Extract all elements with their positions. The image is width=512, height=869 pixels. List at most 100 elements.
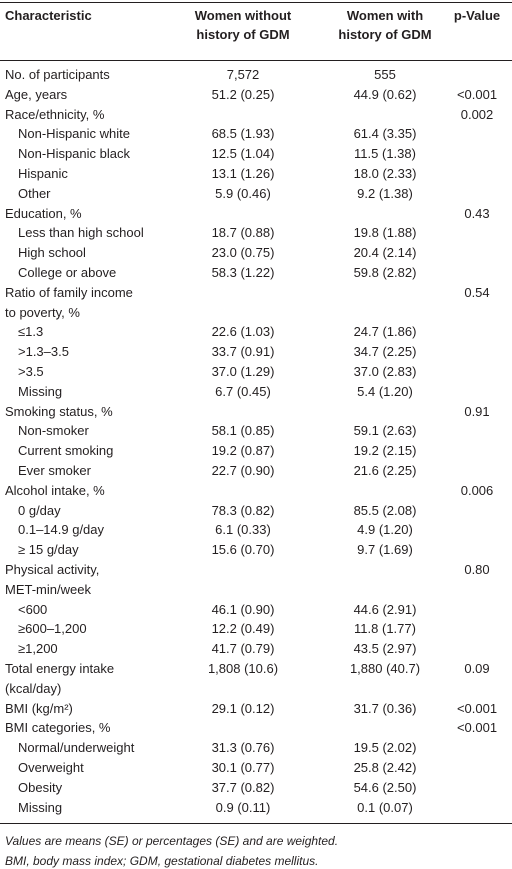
without-gdm-cell: 13.1 (1.26) — [211, 166, 275, 181]
row-label: Other — [18, 185, 51, 201]
header-without-gdm: history of GDM — [196, 27, 290, 42]
top-rule — [0, 2, 512, 3]
with-gdm-cell: 59.1 (2.63) — [353, 423, 417, 439]
p-value-cell: <0.001 — [456, 86, 498, 102]
without-gdm-cell: 1,808 (10.6) — [207, 661, 279, 676]
without-gdm-cell: 12.5 (1.04) — [211, 146, 275, 162]
row-label: Ever smoker — [18, 463, 91, 478]
row-label: BMI categories, % — [5, 720, 111, 736]
p-value-cell: <0.001 — [456, 700, 498, 716]
without-gdm-cell: 58.3 (1.22) — [211, 265, 275, 280]
row-label: ≤1.3 — [18, 324, 44, 340]
row-label: ≥600–1,200 — [18, 621, 87, 637]
row-label: Alcohol intake, % — [5, 482, 105, 498]
with-gdm-cell: 54.6 (2.50) — [353, 779, 417, 795]
p-value-cell: 0.80 — [464, 562, 490, 577]
row-label: <600 — [18, 601, 48, 617]
row-label: Current smoking — [18, 443, 114, 459]
header-with-gdm: Women with — [346, 8, 424, 23]
without-gdm-cell: 6.7 (0.45) — [215, 383, 271, 399]
without-gdm-cell: 46.1 (0.90) — [211, 601, 275, 617]
header-rule — [0, 60, 512, 61]
without-gdm-cell: 78.3 (0.82) — [211, 502, 275, 518]
row-label: Education, % — [5, 205, 82, 221]
footnote: Values are means (SE) or percentages (SE… — [5, 834, 339, 848]
with-gdm-cell: 25.8 (2.42) — [353, 760, 417, 775]
header-with-gdm: history of GDM — [338, 27, 432, 42]
with-gdm-cell: 18.0 (2.33) — [353, 166, 417, 181]
row-label: to poverty, % — [5, 304, 80, 320]
without-gdm-cell: 22.6 (1.03) — [211, 324, 275, 340]
without-gdm-cell: 22.7 (0.90) — [211, 463, 275, 478]
p-value-cell: 0.91 — [464, 403, 490, 419]
row-label: Non-Hispanic black — [18, 146, 130, 162]
with-gdm-cell: 5.4 (1.20) — [357, 383, 413, 399]
without-gdm-cell: 6.1 (0.33) — [215, 522, 271, 538]
without-gdm-cell: 19.2 (0.87) — [211, 443, 275, 459]
without-gdm-cell: 68.5 (1.93) — [211, 126, 275, 142]
with-gdm-cell: 43.5 (2.97) — [353, 641, 417, 657]
row-label: ≥1,200 — [18, 641, 58, 657]
without-gdm-cell: 33.7 (0.91) — [211, 344, 275, 360]
row-label: Normal/underweight — [18, 740, 135, 756]
row-label: BMI (kg/m²) — [5, 700, 73, 716]
without-gdm-cell: 37.7 (0.82) — [211, 779, 275, 795]
with-gdm-cell: 1,880 (40.7) — [349, 661, 421, 676]
with-gdm-cell: 11.8 (1.77) — [354, 621, 416, 637]
row-label: Missing — [18, 799, 63, 815]
row-label: Ratio of family income — [5, 284, 133, 300]
p-value-cell: <0.001 — [456, 720, 498, 736]
with-gdm-cell: 34.7 (2.25) — [353, 344, 417, 360]
row-label: ≥ 15 g/day — [18, 542, 79, 558]
row-label: Hispanic — [18, 166, 68, 181]
row-label: Non-Hispanic white — [18, 126, 130, 142]
p-value-cell: 0.002 — [460, 106, 494, 122]
row-label: Missing — [18, 383, 63, 399]
row-label: >3.5 — [18, 364, 44, 379]
row-label: Physical activity, — [5, 562, 100, 577]
row-label: High school — [18, 245, 86, 261]
p-value-cell: 0.54 — [464, 284, 490, 300]
with-gdm-cell: 9.7 (1.69) — [357, 542, 413, 558]
with-gdm-cell: 44.6 (2.91) — [353, 601, 417, 617]
header-characteristic: Characteristic — [5, 8, 92, 23]
row-label: (kcal/day) — [5, 680, 62, 696]
with-gdm-cell: 61.4 (3.35) — [353, 126, 417, 142]
with-gdm-cell: 0.1 (0.07) — [357, 799, 413, 815]
without-gdm-cell: 58.1 (0.85) — [211, 423, 275, 439]
with-gdm-cell: 19.8 (1.88) — [353, 225, 417, 241]
row-label: Total energy intake — [5, 661, 115, 676]
without-gdm-cell: 29.1 (0.12) — [211, 700, 275, 716]
with-gdm-cell: 24.7 (1.86) — [353, 324, 417, 340]
without-gdm-cell: 18.7 (0.88) — [211, 225, 275, 241]
with-gdm-cell: 555 — [374, 67, 396, 82]
with-gdm-cell: 21.6 (2.25) — [353, 463, 417, 478]
row-label: Overweight — [18, 760, 84, 775]
footnote: BMI, body mass index; GDM, gestational d… — [5, 854, 319, 868]
row-label: MET-min/week — [5, 581, 91, 597]
p-value-cell: 0.09 — [464, 661, 490, 676]
without-gdm-cell: 41.7 (0.79) — [211, 641, 275, 657]
with-gdm-cell: 59.8 (2.82) — [353, 265, 417, 280]
without-gdm-cell: 51.2 (0.25) — [211, 86, 275, 102]
bottom-rule — [0, 823, 512, 824]
without-gdm-cell: 30.1 (0.77) — [211, 760, 275, 775]
with-gdm-cell: 19.2 (2.15) — [353, 443, 417, 459]
without-gdm-cell: 12.2 (0.49) — [211, 621, 275, 637]
with-gdm-cell: 85.5 (2.08) — [353, 502, 417, 518]
header-without-gdm: Women without — [194, 8, 292, 23]
row-label: 0.1–14.9 g/day — [18, 522, 105, 538]
with-gdm-cell: 9.2 (1.38) — [357, 185, 413, 201]
without-gdm-cell: 7,572 — [226, 67, 260, 82]
row-label: >1.3–3.5 — [18, 344, 69, 360]
without-gdm-cell: 0.9 (0.11) — [215, 799, 271, 815]
p-value-cell: 0.006 — [460, 482, 494, 498]
row-label: No. of participants — [5, 67, 110, 82]
with-gdm-cell: 31.7 (0.36) — [353, 700, 417, 716]
with-gdm-cell: 19.5 (2.02) — [353, 740, 417, 756]
without-gdm-cell: 37.0 (1.29) — [211, 364, 275, 379]
row-label: Obesity — [18, 779, 63, 795]
with-gdm-cell: 4.9 (1.20) — [357, 522, 413, 538]
row-label: 0 g/day — [18, 502, 61, 518]
